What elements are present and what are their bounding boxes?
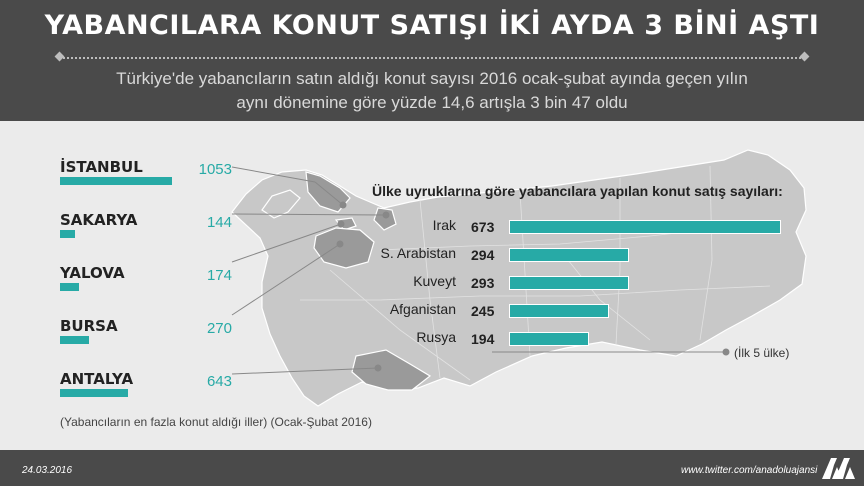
country-value-afganistan: 245 bbox=[471, 303, 495, 319]
country-chart-title: Ülke uyruklarına göre yabancılara yapıla… bbox=[372, 183, 783, 199]
subtitle-line-2: aynı dönemine göre yüzde 14,6 artışla 3 … bbox=[236, 93, 628, 112]
page-title: YABANCILARA KONUT SATIŞI İKİ AYDA 3 BİNİ… bbox=[44, 10, 820, 41]
divider-right-diamond bbox=[799, 51, 810, 62]
title-divider bbox=[60, 57, 804, 59]
country-label-irak: Irak bbox=[432, 217, 456, 233]
sakarya-region bbox=[373, 207, 397, 231]
country-label-afganistan: Afganistan bbox=[389, 301, 456, 317]
country-bar-rusya bbox=[510, 333, 588, 345]
footer: 24.03.2016 www.twitter.com/anadoluajansi bbox=[0, 450, 864, 486]
bursa-region bbox=[313, 227, 375, 269]
country-bar-irak bbox=[510, 221, 780, 233]
country-label-rusya: Rusya bbox=[416, 329, 456, 345]
subtitle: Türkiye'de yabancıların satın aldığı kon… bbox=[0, 67, 864, 115]
country-bar-kuveyt bbox=[510, 277, 628, 289]
city-value-sakarya: 144 bbox=[206, 214, 232, 231]
header: YABANCILARA KONUT SATIŞI İKİ AYDA 3 BİNİ… bbox=[0, 0, 864, 121]
country-bar-afganistan bbox=[510, 305, 609, 317]
city-bar-bursa bbox=[60, 336, 89, 344]
city-value-i-stanbul: 1053 bbox=[198, 161, 232, 178]
city-label-i-stanbul: İSTANBUL bbox=[60, 158, 143, 176]
city-label-bursa: BURSA bbox=[60, 317, 118, 335]
date-label: 24.03.2016 bbox=[22, 465, 73, 476]
country-label-s-arabistan: S. Arabistan bbox=[380, 245, 457, 261]
top5-note: (İlk 5 ülke) bbox=[734, 346, 790, 360]
aa-logo-icon bbox=[822, 458, 855, 479]
city-value-antalya: 643 bbox=[206, 373, 232, 390]
city-bar-yalova bbox=[60, 283, 79, 291]
divider-left-diamond bbox=[54, 51, 65, 62]
city-bar-sakarya bbox=[60, 230, 76, 238]
country-value-rusya: 194 bbox=[471, 331, 495, 347]
city-bar-i-stanbul bbox=[60, 177, 172, 185]
country-value-kuveyt: 293 bbox=[471, 275, 495, 291]
city-bar-antalya bbox=[60, 389, 129, 397]
country-value-s-arabistan: 294 bbox=[471, 247, 495, 263]
city-value-yalova: 174 bbox=[206, 267, 232, 284]
country-value-irak: 673 bbox=[471, 219, 495, 235]
city-label-antalya: ANTALYA bbox=[60, 370, 134, 388]
subtitle-line-1: Türkiye'de yabancıların satın aldığı kon… bbox=[116, 69, 748, 88]
leader-lines bbox=[231, 166, 730, 375]
source-note: (Yabancıların en fazla konut aldığı ille… bbox=[60, 415, 372, 429]
city-value-bursa: 270 bbox=[206, 320, 232, 337]
city-label-sakarya: SAKARYA bbox=[60, 211, 138, 229]
country-bar-s-arabistan bbox=[510, 249, 628, 261]
twitter-link[interactable]: www.twitter.com/anadoluajansi bbox=[681, 465, 818, 476]
antalya-region bbox=[351, 349, 432, 391]
country-label-kuveyt: Kuveyt bbox=[413, 273, 456, 289]
city-label-yalova: YALOVA bbox=[60, 264, 125, 282]
